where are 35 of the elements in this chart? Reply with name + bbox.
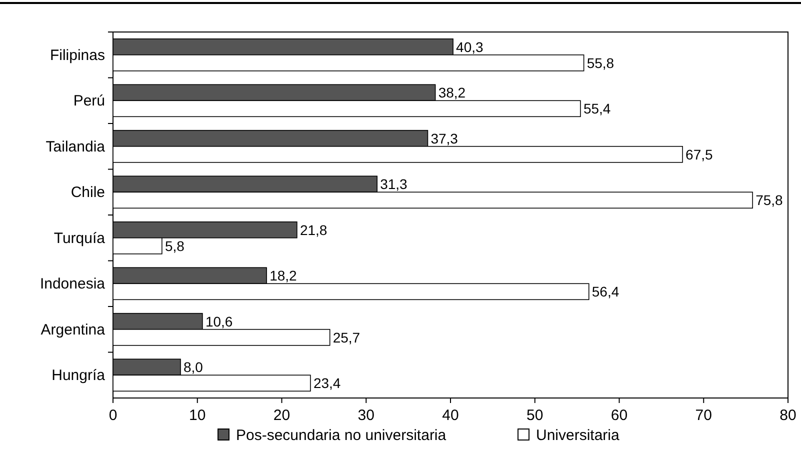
data-label: 5,8 [164,238,185,254]
x-tick-label: 20 [273,407,290,424]
y-tick-label: Tailandia [46,138,106,156]
x-tick-label: 80 [780,407,796,424]
data-label: 37,3 [430,130,458,146]
x-tick-label: 40 [442,407,459,424]
data-label: 10,6 [205,313,233,330]
data-label: 55,4 [583,100,611,117]
data-label: 75,8 [756,192,784,208]
x-tick-label: 50 [526,407,544,424]
data-label: 38,2 [438,84,466,101]
x-tick-label: 70 [695,407,712,424]
data-label: 40,3 [456,38,484,55]
y-tick-label: Argentina [40,321,106,338]
data-label: 23,4 [313,375,341,392]
y-tick-label: Hungría [52,367,106,384]
data-label: 8,0 [184,359,204,376]
data-label: 67,5 [686,146,713,162]
legend-label: Pos-secundaria no universitaria [236,427,447,444]
y-tick-label: Turquía [54,230,106,247]
data-label: 56,4 [592,284,620,300]
legend-label: Universitaria [536,427,620,444]
data-label: 18,2 [270,268,298,284]
x-tick-label: 60 [610,407,628,424]
x-tick-label: 10 [189,407,206,424]
x-tick-label: 0 [108,407,118,424]
data-label: 31,3 [380,176,408,192]
data-label: 25,7 [332,329,360,346]
y-tick-label: Perú [73,92,105,110]
y-tick-label: Chile [70,184,105,202]
x-tick-label: 30 [358,407,374,424]
y-tick-label: Indonesia [40,276,106,293]
y-tick-label: Filipinas [50,46,105,64]
data-label: 21,8 [300,222,328,238]
data-label: 55,8 [586,54,614,71]
